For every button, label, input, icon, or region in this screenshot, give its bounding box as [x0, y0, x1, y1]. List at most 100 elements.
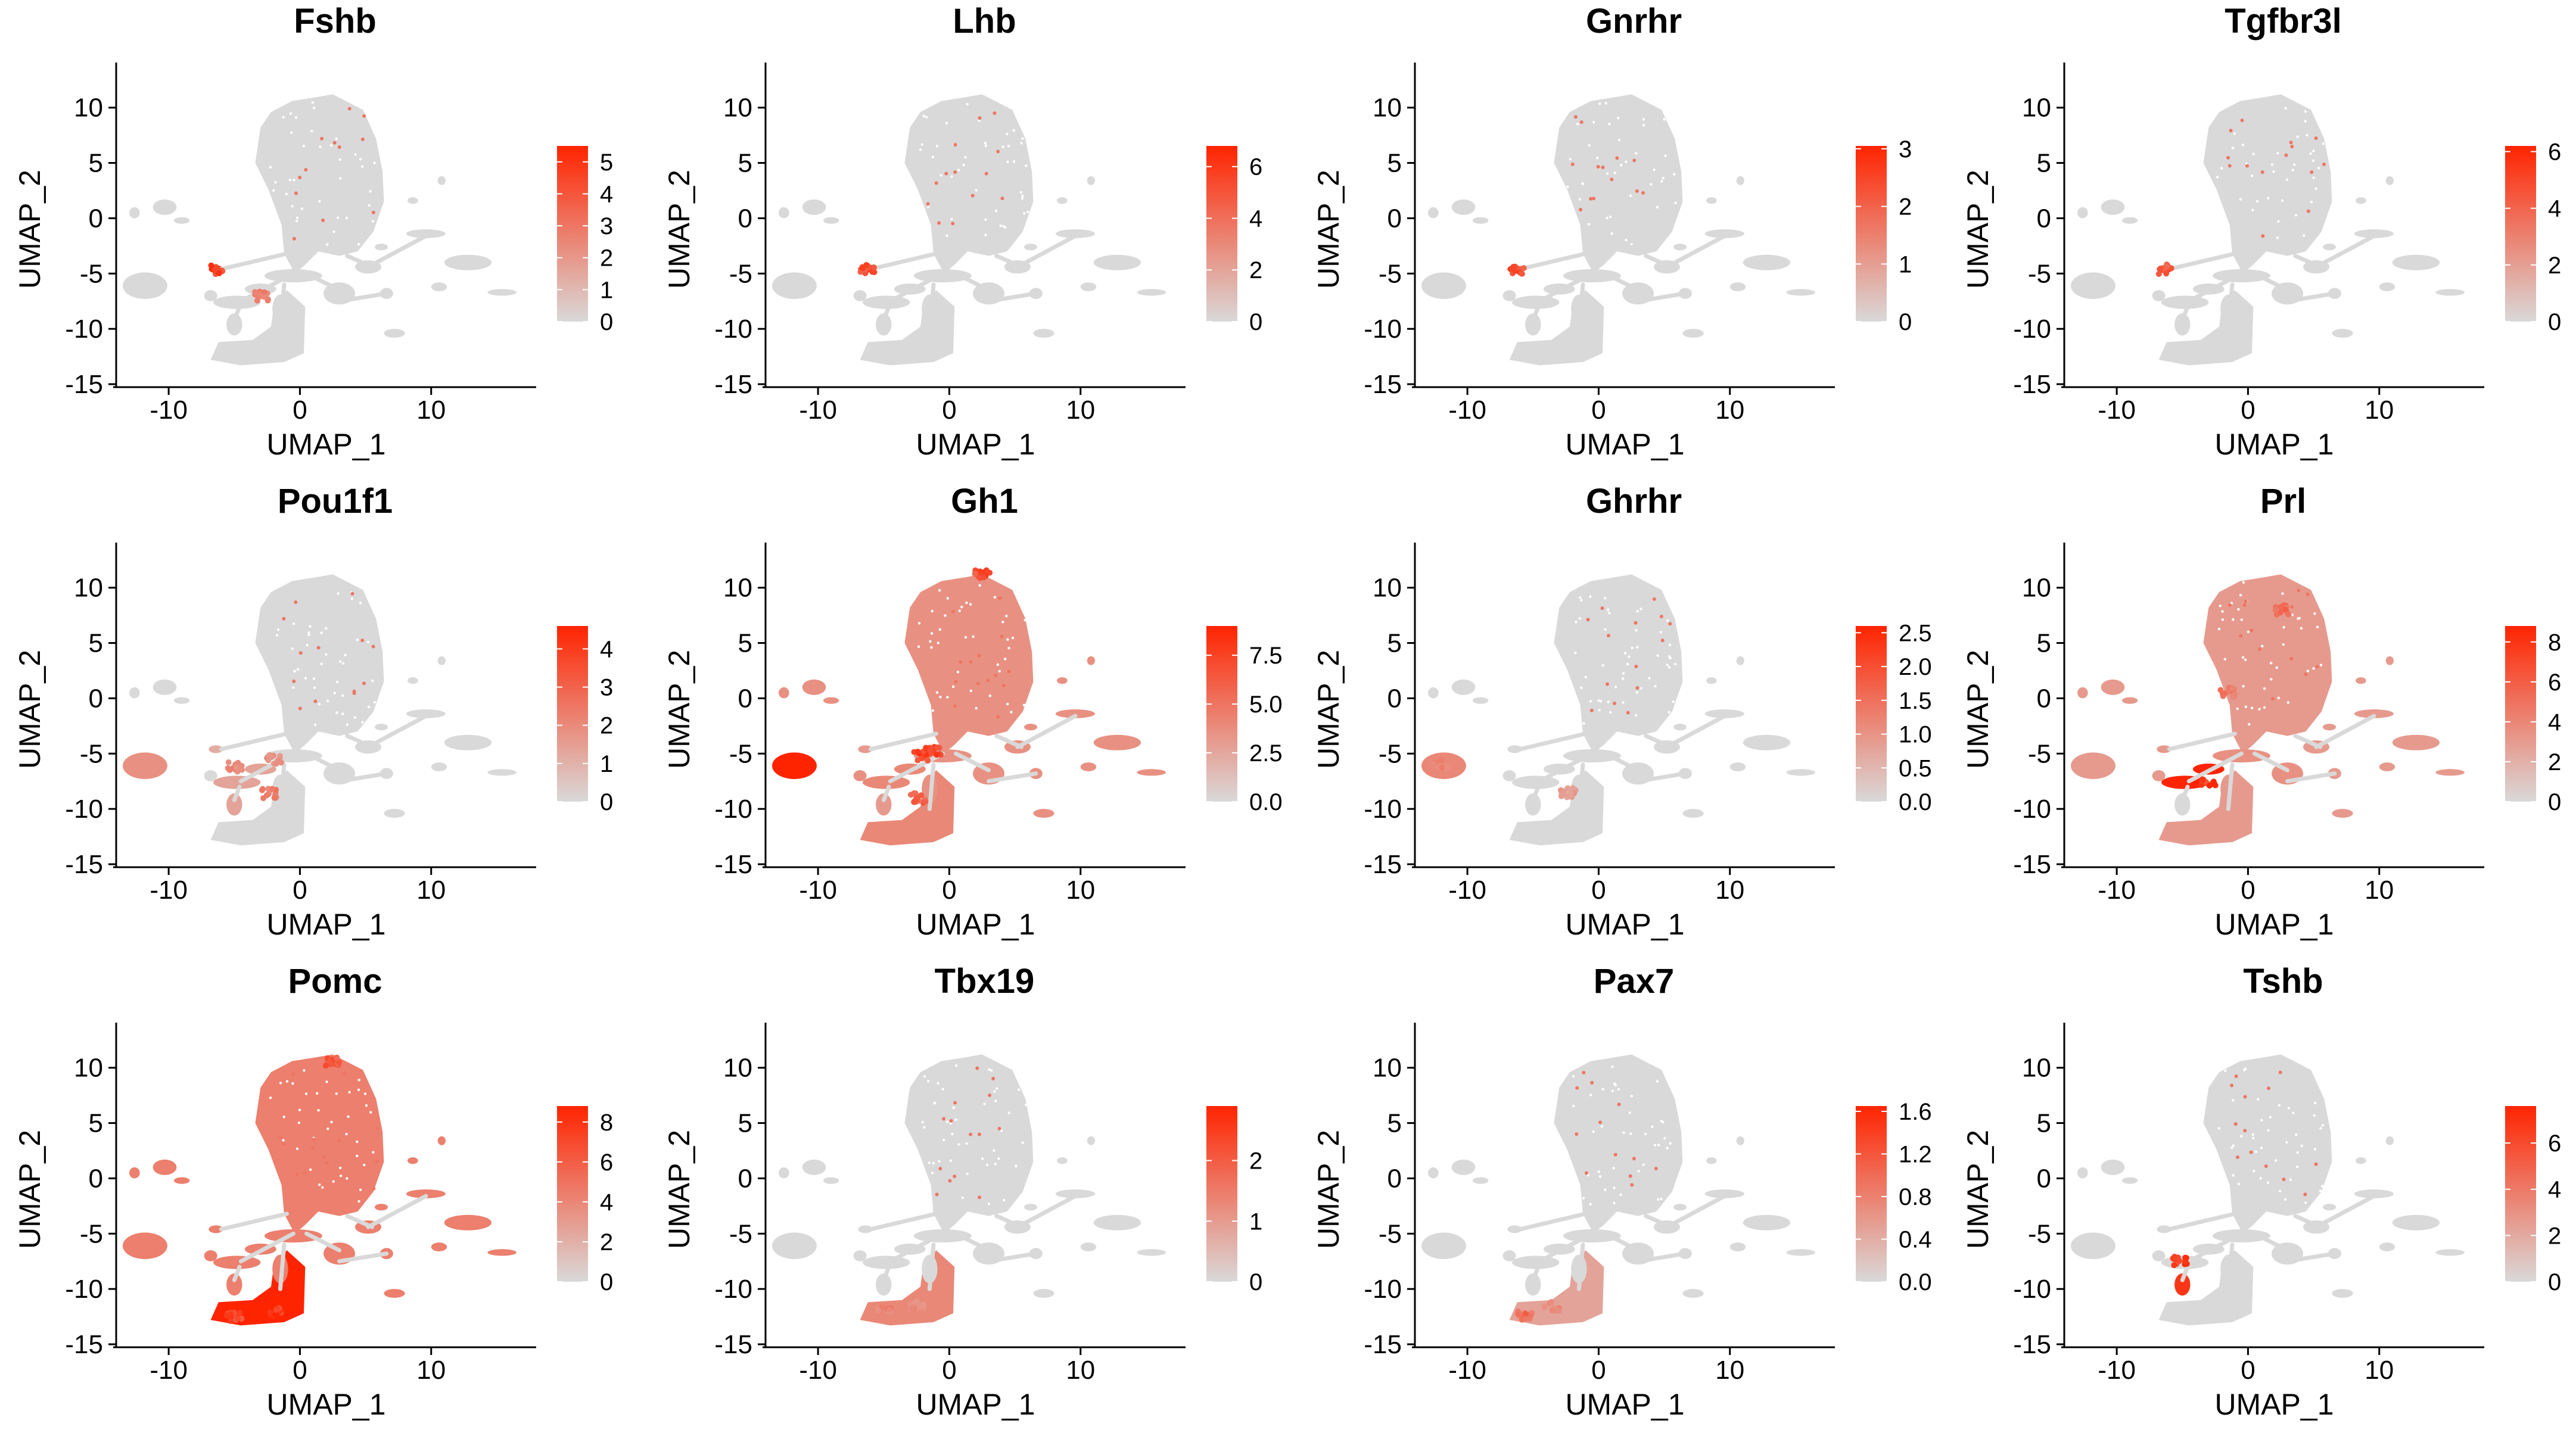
umap-gap: [949, 1122, 953, 1125]
y-tick-label: 0: [2037, 1164, 2051, 1193]
umap-strand: [2285, 1251, 2337, 1264]
umap-gap: [1663, 118, 1666, 121]
legend-tick-label: 2: [600, 1229, 613, 1256]
y-axis-label: UMAP_2: [1961, 1130, 1995, 1249]
x-tick-label: 10: [2365, 395, 2394, 425]
umap-cluster: [1421, 272, 1466, 300]
umap-gap: [279, 1082, 282, 1085]
umap-cluster: [863, 1256, 910, 1269]
umap-cell: [1000, 197, 1004, 201]
legend-tick-label: 2.5: [1249, 740, 1283, 767]
umap-cell: [1589, 708, 1594, 712]
umap-cluster: [406, 229, 446, 238]
umap-gap: [2291, 169, 2294, 172]
umap-cell: [256, 291, 263, 297]
umap-cell: [272, 1311, 279, 1317]
umap-gap: [1613, 1186, 1616, 1189]
umap-gap: [2322, 142, 2325, 145]
umap-gap: [335, 680, 339, 684]
legend-tick-label: 0: [2548, 789, 2561, 815]
x-tick-label: 10: [1066, 1356, 1095, 1385]
umap-cell: [919, 755, 926, 761]
feature-panel: Pomc -10 0 10 -15 -10 -5 0 5 10 UMAP_1 UMAP_2 0 2 4 6 8: [13, 962, 613, 1421]
umap-gap: [958, 609, 961, 612]
y-tick-label: -5: [80, 739, 103, 768]
umap-cluster: [1525, 1273, 1541, 1296]
umap-cell: [2314, 1162, 2318, 1166]
umap-strand: [2167, 731, 2237, 752]
umap-gap: [984, 144, 988, 147]
umap-points: [1421, 574, 1815, 846]
umap-cluster: [2203, 1054, 2332, 1234]
umap-cell: [2322, 162, 2326, 166]
umap-cluster: [1512, 295, 1560, 309]
umap-gap: [951, 1132, 954, 1136]
umap-gap: [1650, 183, 1653, 186]
umap-gap: [1019, 191, 1023, 194]
umap-cell: [2235, 1155, 2239, 1159]
umap-gap: [276, 634, 279, 637]
umap-gap: [332, 1180, 335, 1183]
legend-tick-label: 0.0: [1249, 789, 1283, 815]
umap-cell: [2289, 656, 2294, 661]
umap-gap: [304, 677, 307, 680]
umap-cluster: [1786, 289, 1815, 296]
umap-strand: [1603, 1231, 1641, 1253]
umap-gap: [336, 216, 340, 219]
y-tick-label: 5: [738, 149, 752, 178]
umap-gap: [2241, 144, 2245, 147]
umap-cluster: [1743, 1214, 1791, 1231]
umap-cell: [1430, 762, 1437, 769]
color-bar: [557, 146, 588, 322]
umap-gap: [320, 631, 323, 634]
umap-strand: [238, 1231, 295, 1264]
y-tick-label: 0: [89, 684, 103, 713]
umap-cluster: [255, 94, 384, 274]
umap-cell: [291, 1072, 295, 1076]
umap-gap: [984, 233, 987, 236]
umap-gap: [938, 588, 941, 592]
legend-tick-label: 4: [600, 1189, 613, 1216]
x-axis-label: UMAP_1: [266, 428, 385, 461]
umap-cluster: [255, 1054, 384, 1234]
umap-cell: [948, 1179, 952, 1183]
umap-gap: [2259, 1177, 2262, 1180]
panel-title: Tbx19: [935, 962, 1035, 1001]
umap-gap: [357, 1088, 360, 1091]
umap-cluster: [1682, 329, 1704, 338]
umap-strand: [232, 1264, 242, 1282]
umap-gap: [2285, 1141, 2288, 1144]
y-tick-label: 10: [723, 574, 752, 603]
umap-cluster: [2323, 1204, 2337, 1211]
x-tick-label: 10: [2365, 1356, 2394, 1385]
umap-gap: [2287, 1107, 2291, 1110]
umap-cell: [977, 1132, 981, 1136]
umap-gap: [2267, 197, 2270, 200]
umap-gap: [1628, 1111, 1631, 1114]
umap-cluster: [1472, 697, 1489, 704]
umap-cell: [2228, 603, 2232, 607]
umap-cell: [216, 270, 222, 276]
umap-strand: [219, 1211, 289, 1232]
umap-gap: [373, 700, 377, 704]
umap-cluster: [1451, 199, 1476, 215]
umap-cell: [1632, 1157, 1636, 1161]
y-axis-label: UMAP_2: [1312, 170, 1345, 289]
feature-panel: Prl -10 0 10 -15 -10 -5 0 5 10 UMAP_1 UMAP_2 0 2 4 6 8: [1961, 482, 2561, 941]
umap-gap: [939, 174, 942, 177]
umap-gap: [335, 1092, 338, 1095]
umap-cell: [1570, 162, 1575, 166]
umap-gap: [2289, 1178, 2292, 1181]
panel-title: Lhb: [953, 2, 1016, 41]
umap-cell: [917, 1303, 923, 1310]
panel-title: Gnrhr: [1586, 2, 1682, 41]
umap-gap: [1630, 242, 1633, 246]
umap-cluster: [1472, 1177, 1489, 1184]
x-tick-label: -10: [1448, 1356, 1486, 1385]
umap-cluster: [2161, 295, 2209, 309]
umap-cluster: [129, 207, 140, 219]
umap-gap: [1629, 194, 1632, 197]
umap-gap: [1604, 597, 1607, 600]
umap-gap: [972, 635, 975, 638]
umap-cell: [875, 1307, 881, 1313]
